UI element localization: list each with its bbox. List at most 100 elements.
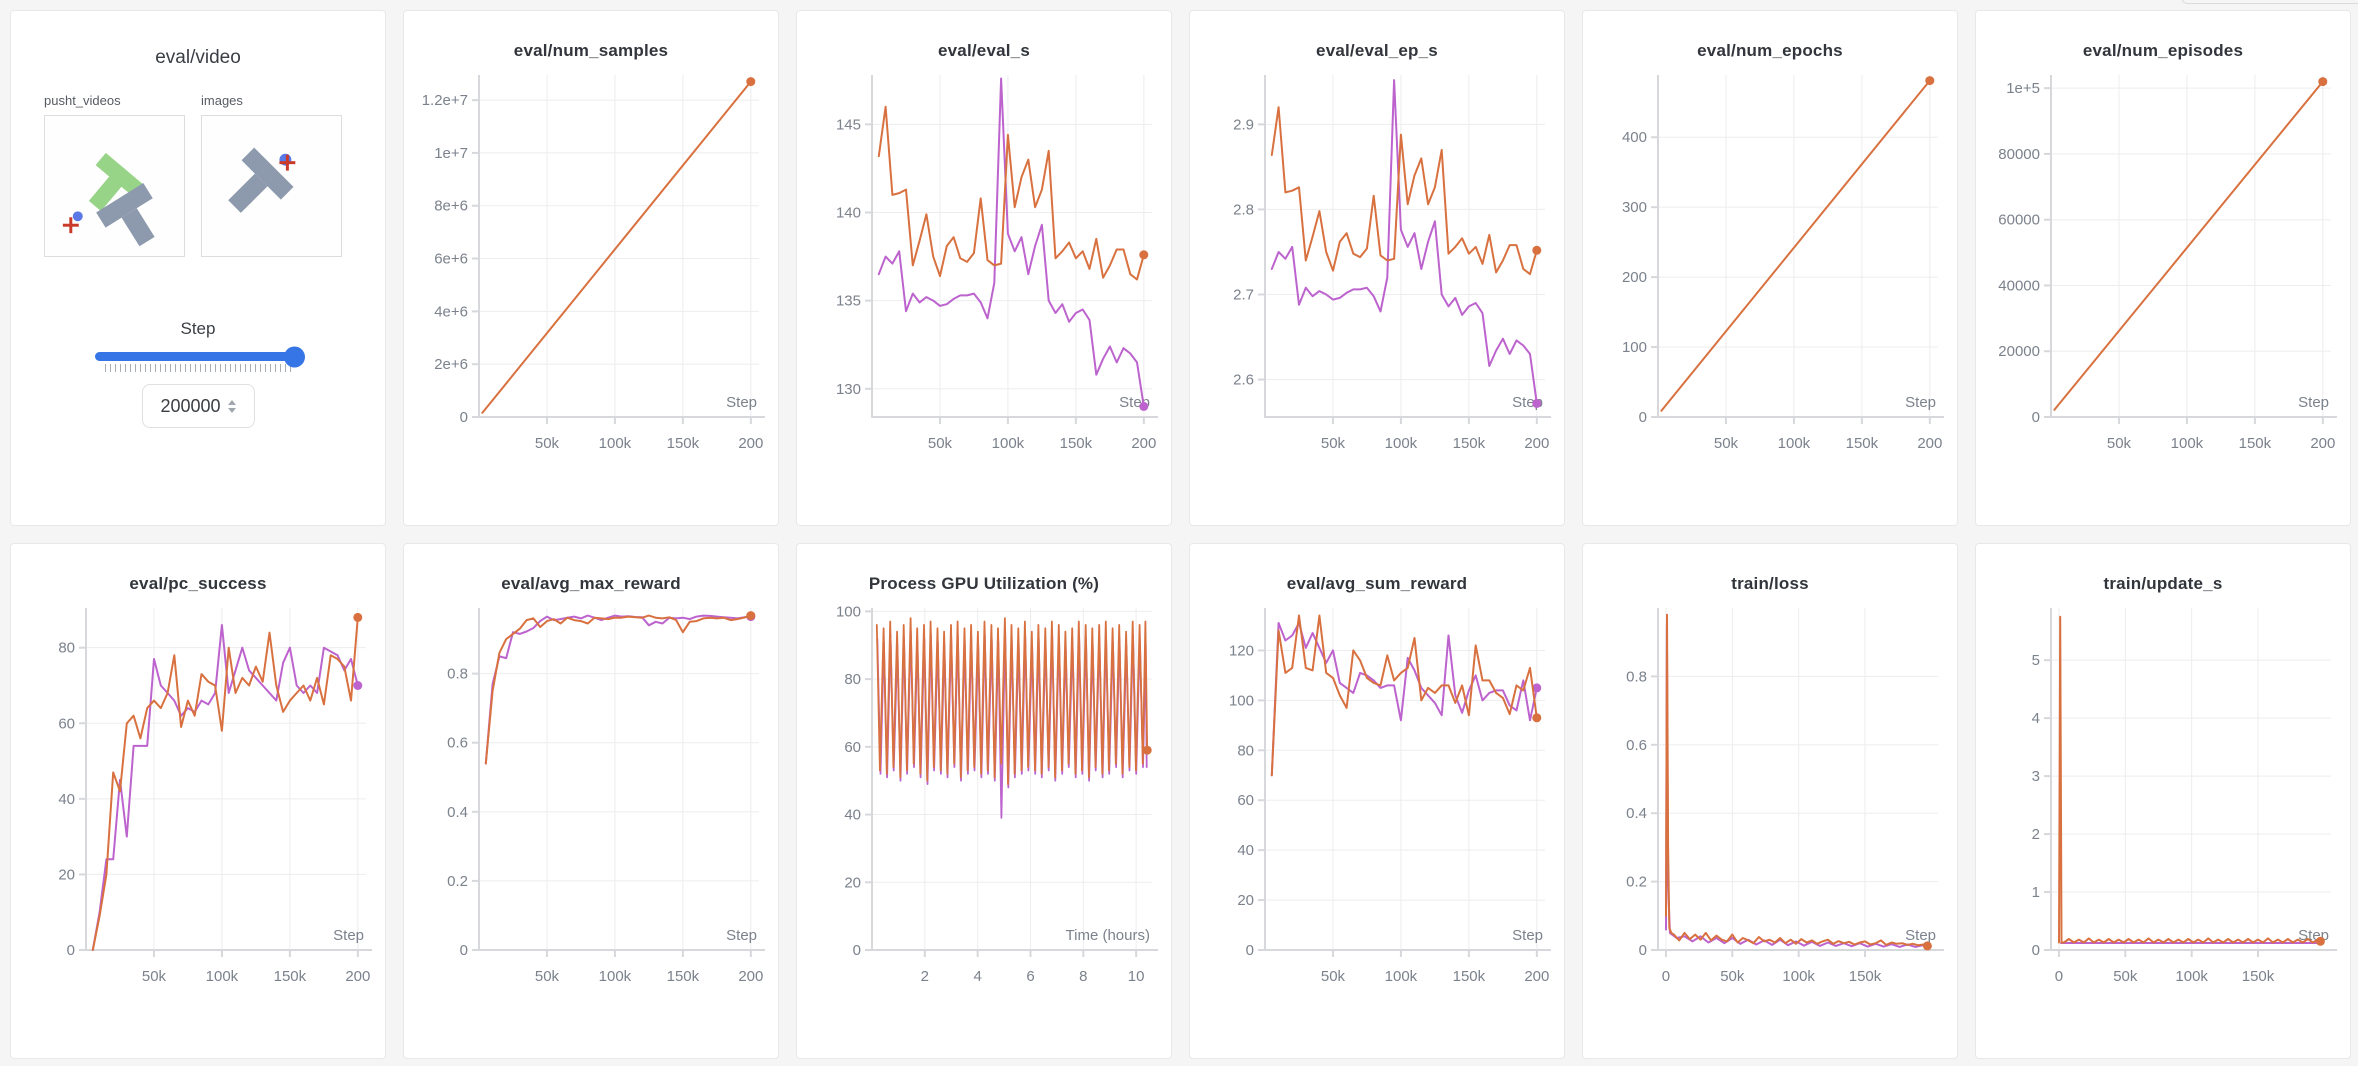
chart-canvas-eval-num-samples[interactable]: 0 2e+6 4e+6 6e+6 8e+6 1e+7 1.2e+7 50k 100k 150k 20… <box>415 65 767 485</box>
step-slider-label: Step <box>180 319 216 338</box>
series-endpoint-dot-purple <box>1532 398 1542 408</box>
chart-canvas-eval-pc-success[interactable]: 0 20 40 60 80 50k 100k 150k 200 Step <box>22 598 374 1018</box>
y-tick-label: 0 <box>460 409 468 426</box>
x-tick-label: 0 <box>1662 968 1670 985</box>
step-slider[interactable] <box>95 346 305 372</box>
y-tick-label: 2.7 <box>1233 286 1254 303</box>
y-tick-label: 100 <box>1622 339 1647 356</box>
x-tick-label: 100k <box>599 435 632 452</box>
y-tick-label: 0 <box>460 942 468 959</box>
pusht-scene <box>62 152 155 247</box>
y-tick-label: 6e+6 <box>434 251 468 268</box>
y-tick-label: 20000 <box>1998 343 2040 360</box>
chart-canvas-process-gpu-utilization[interactable]: 0 20 40 60 80 100 2 4 6 8 10 Time (hours) <box>808 598 1160 1018</box>
x-tick-label: 200 <box>2310 435 2335 452</box>
x-axis-label: Step <box>333 927 364 944</box>
x-tick-label: 100k <box>206 968 239 985</box>
x-tick-label: 200 <box>1131 435 1156 452</box>
panel-grid: eval/video pusht_videos <box>10 10 2351 1059</box>
x-tick-label: 150k <box>2239 435 2272 452</box>
x-tick-label: 6 <box>1026 968 1034 985</box>
series-line-orange <box>875 617 1149 786</box>
x-axis-label: Step <box>726 927 757 944</box>
series-line-purple <box>1270 622 1538 777</box>
x-tick-label: 150k <box>274 968 307 985</box>
panel-eval-eval-s: eval/eval_s 130 135 140 145 50k 100k 150k 200 St… <box>796 10 1172 526</box>
y-tick-label: 1.2e+7 <box>422 92 468 109</box>
gray-t-shape <box>96 183 155 247</box>
chart-canvas-eval-avg-max-reward[interactable]: 0 0.2 0.4 0.6 0.8 50k 100k 150k 200 Step <box>415 598 767 1018</box>
chart-title: eval/eval_ep_s <box>1316 41 1438 60</box>
series-line-orange <box>484 614 752 765</box>
step-input[interactable]: 200000 <box>141 384 255 428</box>
y-tick-label: 0 <box>1639 409 1647 426</box>
x-tick-label: 50k <box>1720 968 1745 985</box>
y-tick-label: 80 <box>844 671 861 688</box>
x-tick-label: 50k <box>2113 968 2138 985</box>
chart-canvas-train-loss[interactable]: 0 0.2 0.4 0.6 0.8 0 50k 100k 150k Step <box>1594 598 1946 1018</box>
images-thumbnail[interactable] <box>201 115 342 257</box>
x-tick-label: 50k <box>1714 435 1739 452</box>
x-tick-label: 150k <box>667 435 700 452</box>
chart-canvas-eval-num-epochs[interactable]: 0 100 200 300 400 50k 100k 150k 200 Step <box>1594 65 1946 485</box>
panel-eval-video: eval/video pusht_videos <box>10 10 386 526</box>
y-tick-label: 40 <box>58 791 75 808</box>
media-label: pusht_videos <box>44 93 121 108</box>
series-line-orange <box>1660 79 1931 412</box>
chart-canvas-eval-avg-sum-reward[interactable]: 0 20 40 60 80 100 120 50k 100k 150k 200 Step <box>1201 598 1553 1018</box>
y-tick-label: 80 <box>58 640 75 657</box>
series-endpoint-dot-orange <box>746 611 756 621</box>
series-line-purple <box>484 614 752 765</box>
x-tick-label: 200 <box>738 968 763 985</box>
x-axis-label: Step <box>1512 927 1543 944</box>
x-tick-label: 100k <box>2171 435 2204 452</box>
step-stepper[interactable] <box>227 399 236 413</box>
pusht-videos-thumbnail[interactable] <box>44 115 185 257</box>
y-tick-label: 1 <box>2032 884 2040 901</box>
x-axis-label: Time (hours) <box>1066 927 1150 944</box>
x-tick-label: 100k <box>1782 968 1815 985</box>
series-endpoint-dot-orange <box>1925 76 1935 86</box>
step-increment-icon[interactable] <box>227 399 236 405</box>
y-tick-label: 60 <box>1237 792 1254 809</box>
series-line-orange <box>2053 80 2324 411</box>
slider-thumb[interactable] <box>284 346 305 367</box>
series-endpoint-dot-orange <box>2315 936 2325 946</box>
x-tick-label: 100k <box>992 435 1025 452</box>
x-axis-label: Step <box>1905 394 1936 411</box>
y-tick-label: 0.4 <box>447 804 468 821</box>
chart-title: eval/pc_success <box>129 574 267 593</box>
step-decrement-icon[interactable] <box>227 407 236 413</box>
series-endpoint-dot-orange <box>1922 941 1932 951</box>
series-endpoint-dot-orange <box>1532 713 1542 723</box>
chart-title: train/loss <box>1731 574 1809 593</box>
y-tick-label: 0 <box>1639 942 1647 959</box>
y-tick-label: 200 <box>1622 269 1647 286</box>
chart-canvas-eval-num-episodes[interactable]: 0 20000 40000 60000 80000 1e+5 50k 100k 150k 200 S… <box>1987 65 2339 485</box>
series-line-orange <box>877 105 1145 281</box>
x-tick-label: 200 <box>345 968 370 985</box>
series-endpoint-dot-orange <box>746 77 756 87</box>
chart-title: eval/avg_sum_reward <box>1286 574 1468 593</box>
slider-track[interactable] <box>95 346 305 367</box>
y-tick-label: 0 <box>2032 409 2040 426</box>
y-tick-label: 2e+6 <box>434 356 468 373</box>
series-line-purple <box>1270 79 1538 405</box>
x-tick-label: 200 <box>738 435 763 452</box>
y-tick-label: 4e+6 <box>434 303 468 320</box>
x-tick-label: 100k <box>1385 968 1418 985</box>
x-axis-label: Step <box>1905 927 1936 944</box>
slider-tick-marks <box>105 364 291 372</box>
x-tick-label: 8 <box>1079 968 1087 985</box>
y-tick-label: 0.8 <box>1626 668 1647 685</box>
y-tick-label: 20 <box>58 866 75 883</box>
series-line-orange <box>91 616 359 951</box>
panel-above-border <box>2182 0 2358 4</box>
x-tick-label: 150k <box>1453 435 1486 452</box>
series-line-orange <box>1665 613 1929 947</box>
media-item-images: images <box>201 93 342 257</box>
chart-title: train/update_s <box>2103 574 2223 593</box>
